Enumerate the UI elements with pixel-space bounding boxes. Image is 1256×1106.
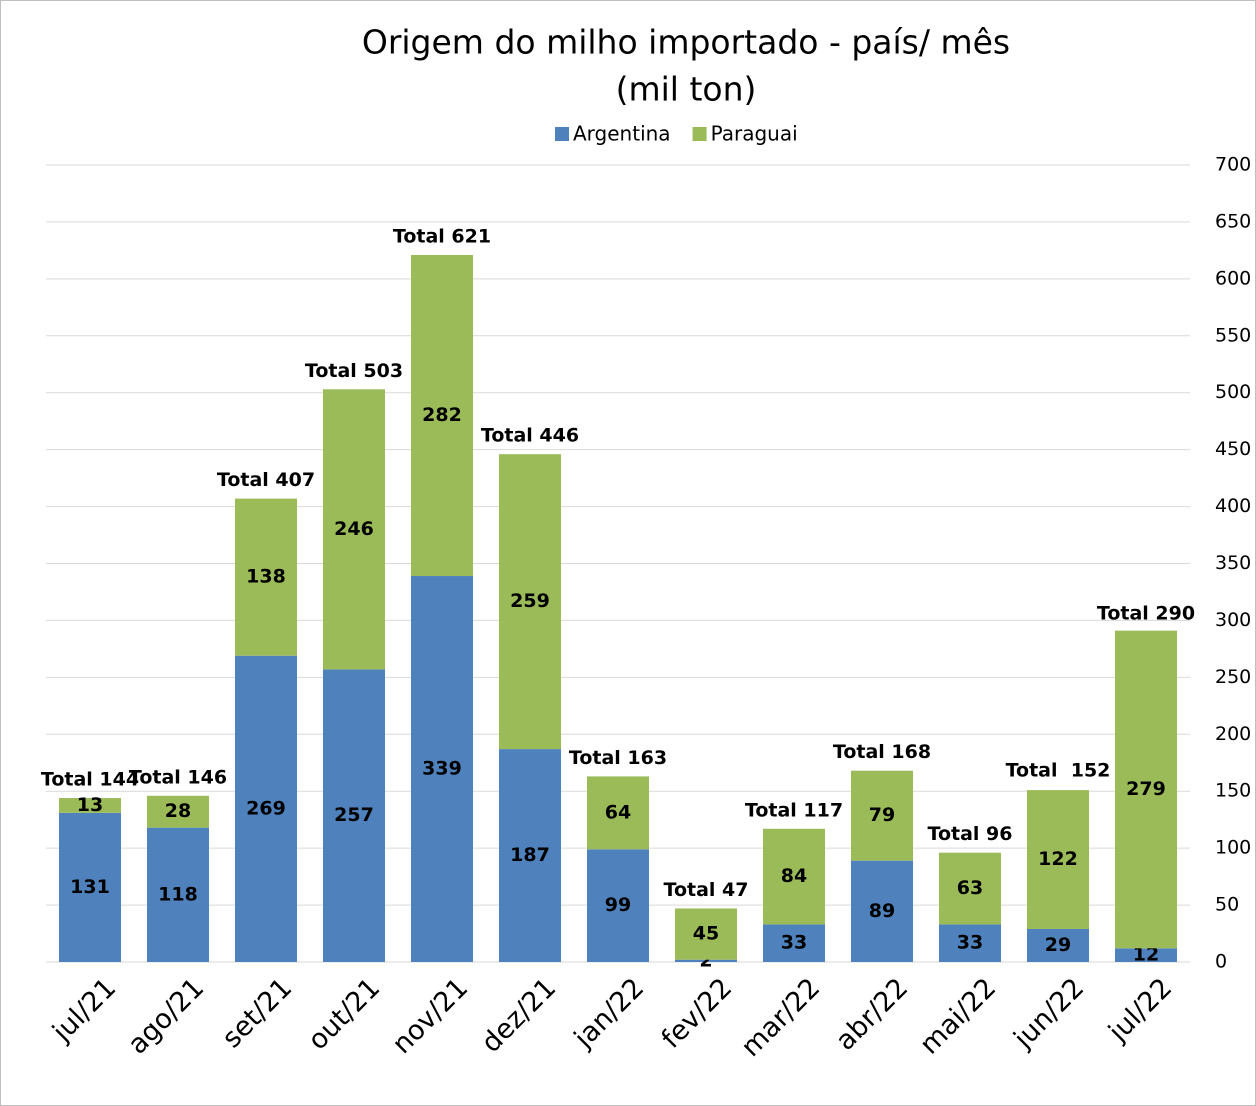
bar-segment [1115,630,1177,949]
data-label: 339 [422,758,462,780]
bar-segment [323,669,385,962]
bar-segment [59,812,121,962]
bar-segment [147,827,209,962]
data-label: 259 [510,590,550,612]
chart-title: (mil ton) [616,70,757,109]
total-label: Total 621 [393,225,491,247]
data-label: 122 [1038,848,1078,870]
data-label: 84 [781,865,807,887]
total-label: Total 152 [1006,759,1111,781]
data-label: 79 [869,804,895,826]
data-label: 63 [957,877,983,899]
total-label: Total 503 [305,360,403,382]
y-tick-label: 150 [1215,780,1251,802]
data-label: 33 [957,932,983,954]
total-label: Total 47 [664,879,749,901]
y-tick-label: 250 [1215,666,1251,688]
bar-segment [59,798,121,813]
bar-segment [675,959,737,962]
bar-segment [675,908,737,960]
bar-segment [587,776,649,850]
data-label: 257 [334,804,374,826]
data-label: 282 [422,404,462,426]
bar-segment [235,498,297,656]
total-label: Total 117 [745,799,843,821]
bar-segment [851,770,913,861]
data-label: 269 [246,797,286,819]
y-tick-label: 200 [1215,723,1251,745]
legend-swatch [555,127,569,141]
data-label: 29 [1045,934,1071,956]
data-label: 13 [77,794,103,816]
data-label: 246 [334,518,374,540]
data-label: 33 [781,932,807,954]
bar-segment [411,576,473,962]
bar-segment [499,749,561,962]
y-tick-label: 700 [1215,154,1251,176]
y-tick-label: 300 [1215,609,1251,631]
bar-segment [1115,948,1177,962]
y-tick-label: 550 [1215,324,1251,346]
legend-swatch [692,127,707,141]
legend-label: Argentina [573,122,671,146]
bar-segment [235,655,297,962]
data-label: 99 [605,894,631,916]
total-label: Total 144 [41,769,139,791]
bar-segment [323,389,385,670]
y-tick-label: 400 [1215,495,1251,517]
bar-segment [939,852,1001,925]
data-label: 28 [165,800,191,822]
y-tick-label: 350 [1215,552,1251,574]
total-label: Total 290 [1097,602,1195,624]
bar-segment [587,849,649,962]
y-tick-label: 500 [1215,381,1251,403]
data-label: 131 [70,876,110,898]
y-tick-label: 0 [1215,951,1227,973]
data-label: 118 [158,883,198,905]
bar-segment [411,254,473,577]
total-label: Total 163 [569,747,667,769]
y-tick-label: 650 [1215,210,1251,232]
total-label: Total 96 [928,823,1013,845]
bar-segment [1027,790,1089,929]
bar-segment [147,795,209,828]
data-label: 12 [1133,944,1159,966]
bar-segment [851,860,913,962]
y-tick-label: 100 [1215,837,1251,859]
total-label: Total 407 [217,469,315,491]
data-label: 187 [510,844,550,866]
y-tick-label: 50 [1215,894,1239,916]
bar-segment [499,454,561,750]
data-label: 45 [693,923,719,945]
total-label: Total 446 [481,425,579,447]
data-label: 89 [869,900,895,922]
bar-segment [939,924,1001,962]
bar-segment [763,924,825,962]
bar-segment [763,828,825,925]
total-label: Total 146 [129,766,227,788]
y-tick-label: 600 [1215,267,1251,289]
legend-label: Paraguai [711,122,798,146]
data-label: 64 [605,801,631,823]
bar-segment [1027,928,1089,962]
data-label: 279 [1126,778,1166,800]
total-label: Total 168 [833,741,931,763]
data-label: 138 [246,566,286,588]
y-tick-label: 450 [1215,438,1251,460]
chart-title: Origem do milho importado - país/ mês [362,23,1010,62]
